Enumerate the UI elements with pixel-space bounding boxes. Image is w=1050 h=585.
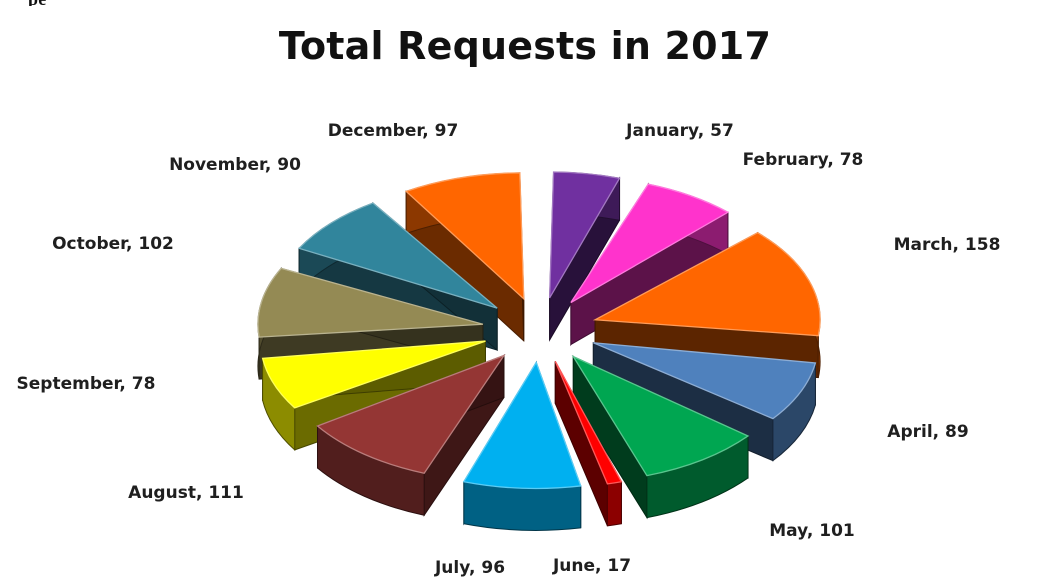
data-label-november: November, 90 <box>169 155 301 175</box>
pie-slice-outer-side-july <box>463 481 582 531</box>
pie-slice-top-january <box>548 171 621 299</box>
pie-slice-august <box>316 353 506 517</box>
pie-slice-september <box>261 340 486 451</box>
pie-slice-july <box>462 360 582 531</box>
pie-slice-may <box>571 354 750 520</box>
data-label-may: May, 101 <box>769 521 855 541</box>
data-label-march: March, 158 <box>894 235 1001 255</box>
pie-slice-top-september <box>261 340 486 409</box>
data-label-june: June, 17 <box>552 556 631 576</box>
data-label-april: April, 89 <box>887 422 968 442</box>
data-label-january: January, 57 <box>625 121 734 141</box>
data-label-september: September, 78 <box>17 374 156 394</box>
pie-slice-top-august <box>316 354 506 474</box>
pie-slice-june <box>554 361 623 527</box>
top-cropped-text: pe <box>28 0 46 6</box>
data-label-october: October, 102 <box>52 234 174 254</box>
pie-slice-top-october <box>257 267 484 338</box>
data-label-july: July, 96 <box>434 558 505 578</box>
pie-slice-january <box>548 171 621 342</box>
pie-slice-top-july <box>462 360 582 490</box>
pie-slice-top-february <box>570 183 730 304</box>
pie-slice-top-november <box>297 202 498 309</box>
top-cropped-text-fragment: pe <box>0 0 270 6</box>
pie-slice-top-april <box>593 342 817 420</box>
pie-slice-top-december <box>404 172 525 301</box>
data-label-august: August, 111 <box>128 483 244 503</box>
pie-slice-outer-side-june <box>606 481 622 527</box>
pie-slice-top-march <box>592 231 821 337</box>
data-label-february: February, 78 <box>743 150 864 170</box>
pie-slice-top-may <box>571 355 750 477</box>
chart-title: Total Requests in 2017 <box>278 24 772 68</box>
pie-slice-top-june <box>554 361 623 485</box>
data-label-december: December, 97 <box>328 121 459 141</box>
